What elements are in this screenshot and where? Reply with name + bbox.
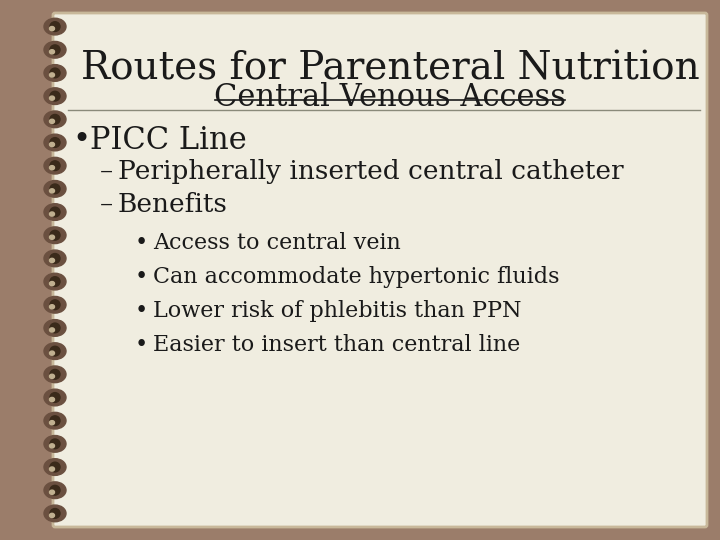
Text: •: • [135,232,148,254]
Ellipse shape [50,231,60,240]
Text: •: • [135,266,148,288]
Ellipse shape [44,180,66,197]
Ellipse shape [50,281,55,286]
Ellipse shape [44,204,66,220]
Ellipse shape [50,421,55,425]
Ellipse shape [50,416,60,426]
Ellipse shape [50,490,55,494]
Ellipse shape [50,143,55,146]
Text: Central Venous Access: Central Venous Access [214,82,566,113]
Ellipse shape [50,73,55,77]
Ellipse shape [44,157,66,174]
Ellipse shape [50,351,55,355]
Ellipse shape [50,189,55,193]
Ellipse shape [50,212,55,216]
Ellipse shape [50,514,55,517]
Ellipse shape [50,305,55,309]
Ellipse shape [50,68,60,78]
Ellipse shape [44,227,66,244]
Ellipse shape [50,119,55,124]
Ellipse shape [44,505,66,522]
Ellipse shape [50,323,60,333]
Ellipse shape [50,50,55,54]
Text: •: • [135,334,148,356]
Text: –: – [100,192,113,217]
Text: Lower risk of phlebitis than PPN: Lower risk of phlebitis than PPN [153,300,521,322]
Ellipse shape [50,254,60,264]
Ellipse shape [50,207,60,217]
Ellipse shape [44,273,66,290]
Ellipse shape [44,389,66,406]
Ellipse shape [44,366,66,383]
Text: Peripherally inserted central catheter: Peripherally inserted central catheter [118,159,624,184]
Ellipse shape [50,462,60,472]
Ellipse shape [50,346,60,356]
Ellipse shape [50,439,60,449]
Ellipse shape [50,22,60,31]
Ellipse shape [50,114,60,124]
Ellipse shape [44,250,66,267]
Text: •: • [72,125,90,156]
Text: PICC Line: PICC Line [90,125,247,156]
Ellipse shape [50,328,55,332]
Ellipse shape [50,397,55,402]
Ellipse shape [44,320,66,336]
Ellipse shape [50,276,60,286]
Ellipse shape [50,485,60,495]
Ellipse shape [44,343,66,360]
Ellipse shape [44,42,66,58]
Ellipse shape [44,482,66,498]
Ellipse shape [50,45,60,55]
Ellipse shape [50,138,60,147]
Ellipse shape [50,374,55,379]
Ellipse shape [44,134,66,151]
Ellipse shape [50,96,55,100]
Ellipse shape [50,161,60,171]
Ellipse shape [44,458,66,475]
Ellipse shape [50,300,60,309]
Text: –: – [100,159,113,184]
Ellipse shape [50,393,60,402]
Ellipse shape [44,65,66,82]
Ellipse shape [50,467,55,471]
Ellipse shape [44,18,66,35]
Ellipse shape [50,184,60,194]
Text: Access to central vein: Access to central vein [153,232,401,254]
Text: Easier to insert than central line: Easier to insert than central line [153,334,521,356]
Ellipse shape [44,296,66,313]
Text: •: • [135,300,148,322]
Ellipse shape [50,91,60,101]
Ellipse shape [50,369,60,379]
Ellipse shape [50,444,55,448]
Text: Can accommodate hypertonic fluids: Can accommodate hypertonic fluids [153,266,559,288]
Ellipse shape [50,509,60,518]
Ellipse shape [50,166,55,170]
Text: Routes for Parenteral Nutrition: Routes for Parenteral Nutrition [81,50,699,87]
Ellipse shape [50,235,55,239]
Ellipse shape [44,111,66,127]
FancyBboxPatch shape [53,13,707,527]
Ellipse shape [44,436,66,452]
Text: Benefits: Benefits [118,192,228,217]
Ellipse shape [44,413,66,429]
Ellipse shape [44,88,66,104]
Ellipse shape [50,26,55,31]
Ellipse shape [50,258,55,262]
